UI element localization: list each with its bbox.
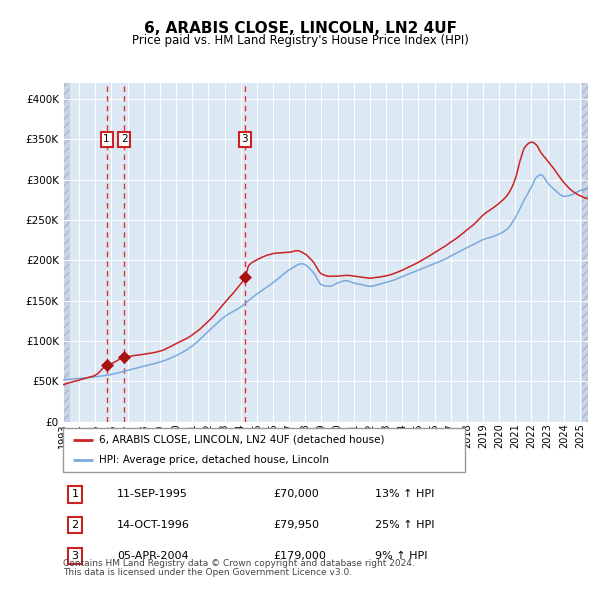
Text: £179,000: £179,000 (273, 551, 326, 560)
Text: £70,000: £70,000 (273, 490, 319, 499)
Text: 1: 1 (71, 490, 79, 499)
Text: 3: 3 (242, 134, 248, 144)
Text: 1: 1 (103, 134, 110, 144)
Bar (581, 83, 588, 422)
Bar (581, 83, 588, 422)
Text: 3: 3 (71, 551, 79, 560)
Text: Price paid vs. HM Land Registry's House Price Index (HPI): Price paid vs. HM Land Registry's House … (131, 34, 469, 47)
Text: 14-OCT-1996: 14-OCT-1996 (117, 520, 190, 530)
Text: HPI: Average price, detached house, Lincoln: HPI: Average price, detached house, Linc… (99, 455, 329, 465)
Text: 2: 2 (71, 520, 79, 530)
Bar (63, 83, 70, 422)
Text: Contains HM Land Registry data © Crown copyright and database right 2024.: Contains HM Land Registry data © Crown c… (63, 559, 415, 568)
Text: 13% ↑ HPI: 13% ↑ HPI (375, 490, 434, 499)
Text: 05-APR-2004: 05-APR-2004 (117, 551, 188, 560)
Text: £79,950: £79,950 (273, 520, 319, 530)
Text: 6, ARABIS CLOSE, LINCOLN, LN2 4UF (detached house): 6, ARABIS CLOSE, LINCOLN, LN2 4UF (detac… (99, 435, 385, 445)
Text: 2: 2 (121, 134, 128, 144)
Text: 6, ARABIS CLOSE, LINCOLN, LN2 4UF: 6, ARABIS CLOSE, LINCOLN, LN2 4UF (143, 21, 457, 35)
Bar (63, 83, 70, 422)
Text: 11-SEP-1995: 11-SEP-1995 (117, 490, 188, 499)
Text: 25% ↑ HPI: 25% ↑ HPI (375, 520, 434, 530)
Text: 9% ↑ HPI: 9% ↑ HPI (375, 551, 427, 560)
Text: This data is licensed under the Open Government Licence v3.0.: This data is licensed under the Open Gov… (63, 568, 352, 577)
